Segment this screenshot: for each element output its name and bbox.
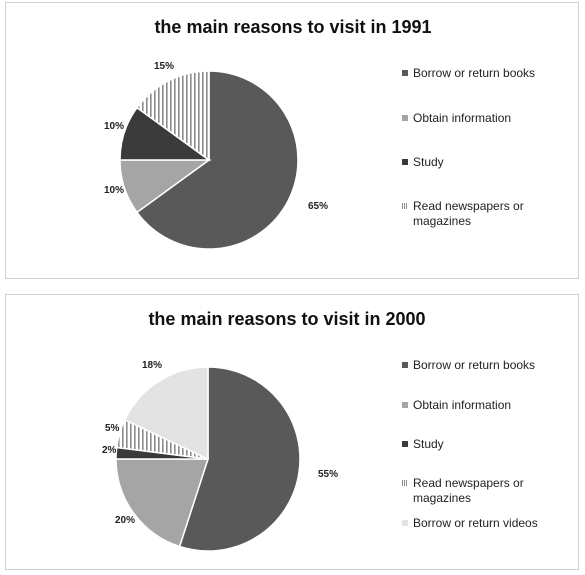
legend-swatch bbox=[402, 480, 408, 486]
legend-label: Study bbox=[413, 155, 444, 169]
data-label-borrow-or-return-books: 65% bbox=[308, 201, 328, 212]
data-label-borrow-or-return-books: 55% bbox=[318, 469, 338, 480]
pie-slice-borrow-or-return-books bbox=[135, 70, 299, 250]
legend-swatch bbox=[402, 402, 408, 408]
legend-label: Read newspapers or magazines bbox=[413, 476, 524, 505]
legend-label: Borrow or return books bbox=[413, 358, 536, 372]
legend-label: Borrow or return videos bbox=[413, 516, 538, 530]
legend-item-borrow-or-return-videos: Borrow or return videos bbox=[402, 516, 580, 531]
pie-chart-2000: 55% 20% 2% 5% 18% bbox=[102, 360, 338, 552]
data-label-borrow-or-return-videos: 18% bbox=[142, 360, 162, 371]
data-label-study: 10% bbox=[104, 121, 124, 132]
data-label-obtain-information: 20% bbox=[115, 515, 135, 526]
legend-swatch bbox=[402, 115, 408, 121]
legend-swatch bbox=[402, 70, 408, 76]
data-label-read-newspapers-or-magazines: 5% bbox=[105, 423, 120, 434]
pie-slice-borrow-or-return-videos bbox=[123, 366, 209, 461]
pie-chart-1991: 65% 10% 10% 15% bbox=[104, 61, 328, 250]
pie-slice-borrow-or-return-books bbox=[178, 366, 301, 552]
chart-panel-2000: the main reasons to visit in 2000 55% 20%… bbox=[5, 294, 579, 570]
chart-panel-1991: the main reasons to visit in 1991 65% 10%… bbox=[5, 2, 579, 279]
legend-label: Read newspapers or magazines bbox=[413, 199, 524, 228]
data-label-obtain-information: 10% bbox=[104, 185, 124, 196]
chart-title: the main reasons to visit in 2000 bbox=[148, 309, 426, 329]
legend-label: Borrow or return books bbox=[413, 66, 536, 80]
legend-swatch bbox=[402, 159, 408, 165]
pie-slice-read-newspapers-or-magazines bbox=[135, 70, 210, 162]
pie-slice-obtain-information bbox=[115, 458, 210, 548]
legend-label: Study bbox=[413, 437, 444, 451]
legend-item-read-newspapers-or-magazines: Read newspapers or magazines bbox=[402, 476, 580, 506]
legend-item-borrow-or-return-books: Borrow or return books bbox=[402, 66, 580, 81]
legend-item-study: Study bbox=[402, 155, 580, 170]
legend-item-obtain-information: Obtain information bbox=[402, 398, 580, 413]
legend-item-borrow-or-return-books: Borrow or return books bbox=[402, 358, 580, 373]
legend-item-obtain-information: Obtain information bbox=[402, 111, 580, 126]
legend-item-read-newspapers-or-magazines: Read newspapers or magazines bbox=[402, 199, 580, 229]
legend-label: Obtain information bbox=[413, 398, 512, 412]
data-label-read-newspapers-or-magazines: 15% bbox=[154, 61, 174, 72]
legend-swatch bbox=[402, 362, 408, 368]
legend-swatch bbox=[402, 520, 408, 526]
legend-label: Obtain information bbox=[413, 111, 512, 125]
legend-swatch bbox=[402, 441, 408, 447]
legend-item-study: Study bbox=[402, 437, 580, 452]
data-label-study: 2% bbox=[102, 445, 117, 456]
chart-title: the main reasons to visit in 1991 bbox=[154, 17, 432, 37]
legend-swatch bbox=[402, 203, 408, 209]
